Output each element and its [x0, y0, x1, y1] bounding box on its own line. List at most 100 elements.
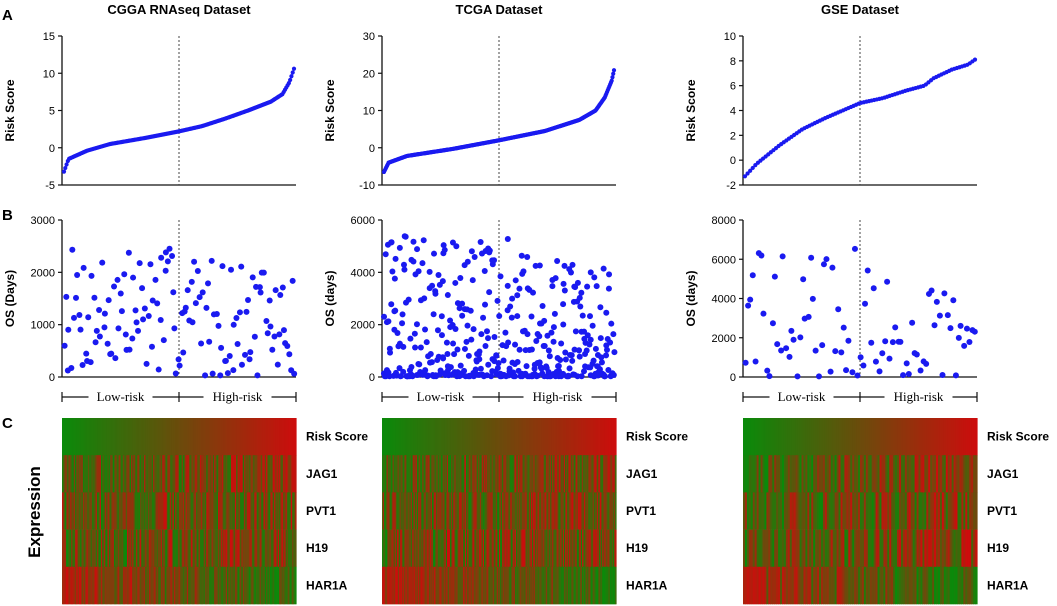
tcga-heatmap-cell: [521, 492, 523, 530]
tcga-heatmap-cell: [492, 566, 495, 605]
cgga-heatmap-cell: [169, 566, 172, 605]
gse-os-point: [745, 302, 752, 309]
cgga-heatmap-cell: [284, 529, 287, 568]
gse-heatmap-cell: [918, 529, 922, 568]
tcga-heatmap-cell: [547, 418, 550, 456]
tcga-heatmap-cell: [429, 529, 432, 568]
cgga-heatmap-cell: [150, 529, 153, 568]
cgga-heatmap-cell: [189, 418, 192, 456]
gse-heatmap-cell: [821, 492, 824, 530]
tcga-heatmap-cell: [471, 566, 474, 605]
tcga-heatmap-cell: [553, 566, 555, 605]
tcga-heatmap-cell: [484, 492, 486, 530]
tcga-os-point: [480, 314, 487, 321]
cgga-heatmap-cell: [180, 566, 183, 605]
tcga-heatmap-cell: [389, 529, 392, 568]
gse-heatmap-cell: [938, 492, 941, 530]
cgga-heatmap-cell: [266, 492, 268, 530]
gse-heatmap-cell: [791, 492, 795, 530]
gse-os-point: [747, 296, 754, 303]
tcga-heatmap-cell: [405, 529, 408, 568]
tcga-heatmap-cell: [570, 492, 572, 530]
tcga-os-point: [453, 243, 460, 250]
cgga-heatmap-cell: [245, 418, 248, 456]
cgga-os-point: [112, 355, 119, 362]
gse-heatmap-cell: [764, 455, 767, 493]
gse-heatmap-cell: [893, 418, 896, 456]
tcga-heatmap-cell: [507, 529, 510, 568]
tcga-os-point: [568, 352, 575, 359]
cgga-heatmap-cell: [91, 455, 94, 493]
gse-heatmap-cell: [782, 529, 785, 568]
tcga-heatmap-cell: [477, 418, 480, 456]
cgga-heatmap-cell: [67, 455, 70, 493]
cgga-heatmap-cell: [242, 566, 245, 605]
tcga-heatmap-cell: [558, 529, 561, 568]
gse-heatmap-cell: [928, 492, 931, 530]
cgga-heatmap-cell: [112, 418, 115, 456]
gse-heatmap-cell: [877, 566, 881, 605]
gse-heatmap-cell: [863, 455, 867, 493]
cgga-heatmap-cell: [143, 492, 146, 530]
tcga-heatmap-cell: [426, 566, 429, 605]
tcga-heatmap-cell: [500, 566, 502, 605]
cgga-heatmap-cell: [268, 566, 271, 605]
cgga-heatmap-cell: [117, 418, 120, 456]
tcga-heatmap-cell: [591, 455, 594, 493]
cgga-heatmap-cell: [156, 529, 159, 568]
tcga-heatmap-cell: [534, 566, 536, 605]
cgga-heatmap-cell: [78, 418, 81, 456]
tcga-os-point: [382, 251, 389, 258]
tcga-os-point: [447, 317, 454, 324]
cgga-heatmap-cell: [283, 566, 285, 605]
cgga-heatmap-cell: [123, 529, 125, 568]
gse-os-point: [835, 306, 842, 313]
gse-heatmap-cell: [863, 418, 867, 456]
cgga-heatmap-cell: [195, 492, 198, 530]
gse-heatmap-cell: [871, 492, 875, 530]
tcga-heatmap-cell: [387, 418, 389, 456]
cgga-heatmap-cell: [107, 492, 110, 530]
gse-heatmap-cell: [963, 455, 966, 493]
cgga-heatmap-cell: [199, 418, 202, 456]
cgga-heatmap-cell: [123, 455, 125, 493]
gse-heatmap-cell: [743, 418, 746, 456]
cgga-heatmap-cell: [76, 492, 79, 530]
tcga-heatmap-cell: [533, 418, 535, 456]
tcga-heatmap-cell: [445, 492, 448, 530]
tcga-heatmap-cell: [607, 492, 610, 530]
tcga-heatmap-cell: [412, 492, 415, 530]
cgga-heatmap-cell: [244, 455, 246, 493]
gse-heatmap-cell: [941, 566, 945, 605]
cgga-heatmap-cell: [283, 529, 285, 568]
tcga-heatmap-cell: [409, 455, 412, 493]
gse-heatmap-cell: [743, 455, 746, 493]
gse-heatmap-cell: [819, 529, 822, 568]
tcga-heatmap-cell: [526, 455, 529, 493]
gse-risk-ytick-label: 10: [724, 31, 736, 43]
tcga-heatmap-cell: [485, 529, 487, 568]
gse-heatmap-cell: [891, 529, 894, 568]
cgga-heatmap-cell: [182, 455, 185, 493]
tcga-heatmap-cell: [405, 566, 408, 605]
cgga-heatmap-cell: [220, 529, 223, 568]
tcga-heatmap-cell: [462, 529, 465, 568]
tcga-heatmap-cell: [435, 529, 437, 568]
tcga-heatmap-cell: [545, 492, 548, 530]
tcga-heatmap-cell: [503, 492, 505, 530]
tcga-heatmap-cell: [385, 492, 387, 530]
cgga-os-ytick-label: 2000: [31, 267, 55, 279]
tcga-heatmap-cell: [596, 455, 599, 493]
tcga-heatmap-cell: [444, 529, 447, 568]
cgga-heatmap-cell: [169, 418, 172, 456]
cgga-os-point: [169, 253, 176, 260]
tcga-heatmap-cell: [593, 455, 596, 493]
cgga-os-point: [238, 361, 245, 368]
cgga-heatmap-cell: [228, 529, 231, 568]
tcga-heatmap-cell: [573, 492, 576, 530]
cgga-heatmap-cell: [207, 418, 210, 456]
cgga-heatmap-cell: [153, 492, 155, 530]
tcga-heatmap-cell: [525, 492, 528, 530]
tcga-heatmap-cell: [497, 529, 500, 568]
gse-heatmap-cell: [780, 529, 783, 568]
